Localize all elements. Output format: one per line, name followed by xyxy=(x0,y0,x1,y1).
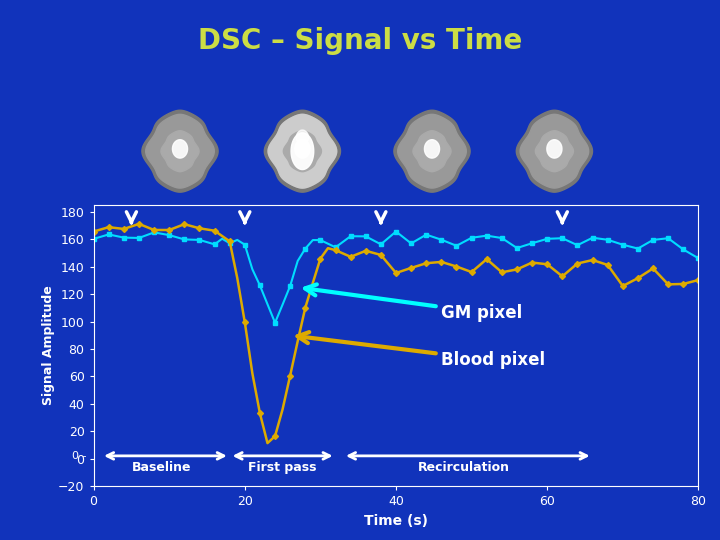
Polygon shape xyxy=(291,133,314,170)
Polygon shape xyxy=(268,114,337,188)
Text: GM pixel: GM pixel xyxy=(305,285,523,321)
Polygon shape xyxy=(268,114,337,188)
Polygon shape xyxy=(547,140,562,158)
Text: DSC – Signal vs Time: DSC – Signal vs Time xyxy=(198,27,522,55)
Text: 0 -: 0 - xyxy=(71,451,86,461)
Polygon shape xyxy=(142,110,218,192)
X-axis label: Time (s): Time (s) xyxy=(364,514,428,528)
Text: Baseline: Baseline xyxy=(132,461,192,474)
Polygon shape xyxy=(394,110,470,192)
Polygon shape xyxy=(145,114,215,188)
Polygon shape xyxy=(173,140,187,158)
Polygon shape xyxy=(264,110,341,192)
Polygon shape xyxy=(161,131,199,172)
Polygon shape xyxy=(297,130,308,145)
Text: Blood pixel: Blood pixel xyxy=(297,332,546,369)
Polygon shape xyxy=(397,114,467,188)
Polygon shape xyxy=(425,140,439,158)
Polygon shape xyxy=(284,131,321,172)
Polygon shape xyxy=(295,140,310,158)
Y-axis label: Signal Amplitude: Signal Amplitude xyxy=(42,286,55,406)
Polygon shape xyxy=(536,131,573,172)
Text: First pass: First pass xyxy=(248,461,317,474)
Polygon shape xyxy=(520,114,589,188)
Text: Recirculation: Recirculation xyxy=(418,461,510,474)
Polygon shape xyxy=(516,110,593,192)
Polygon shape xyxy=(413,131,451,172)
